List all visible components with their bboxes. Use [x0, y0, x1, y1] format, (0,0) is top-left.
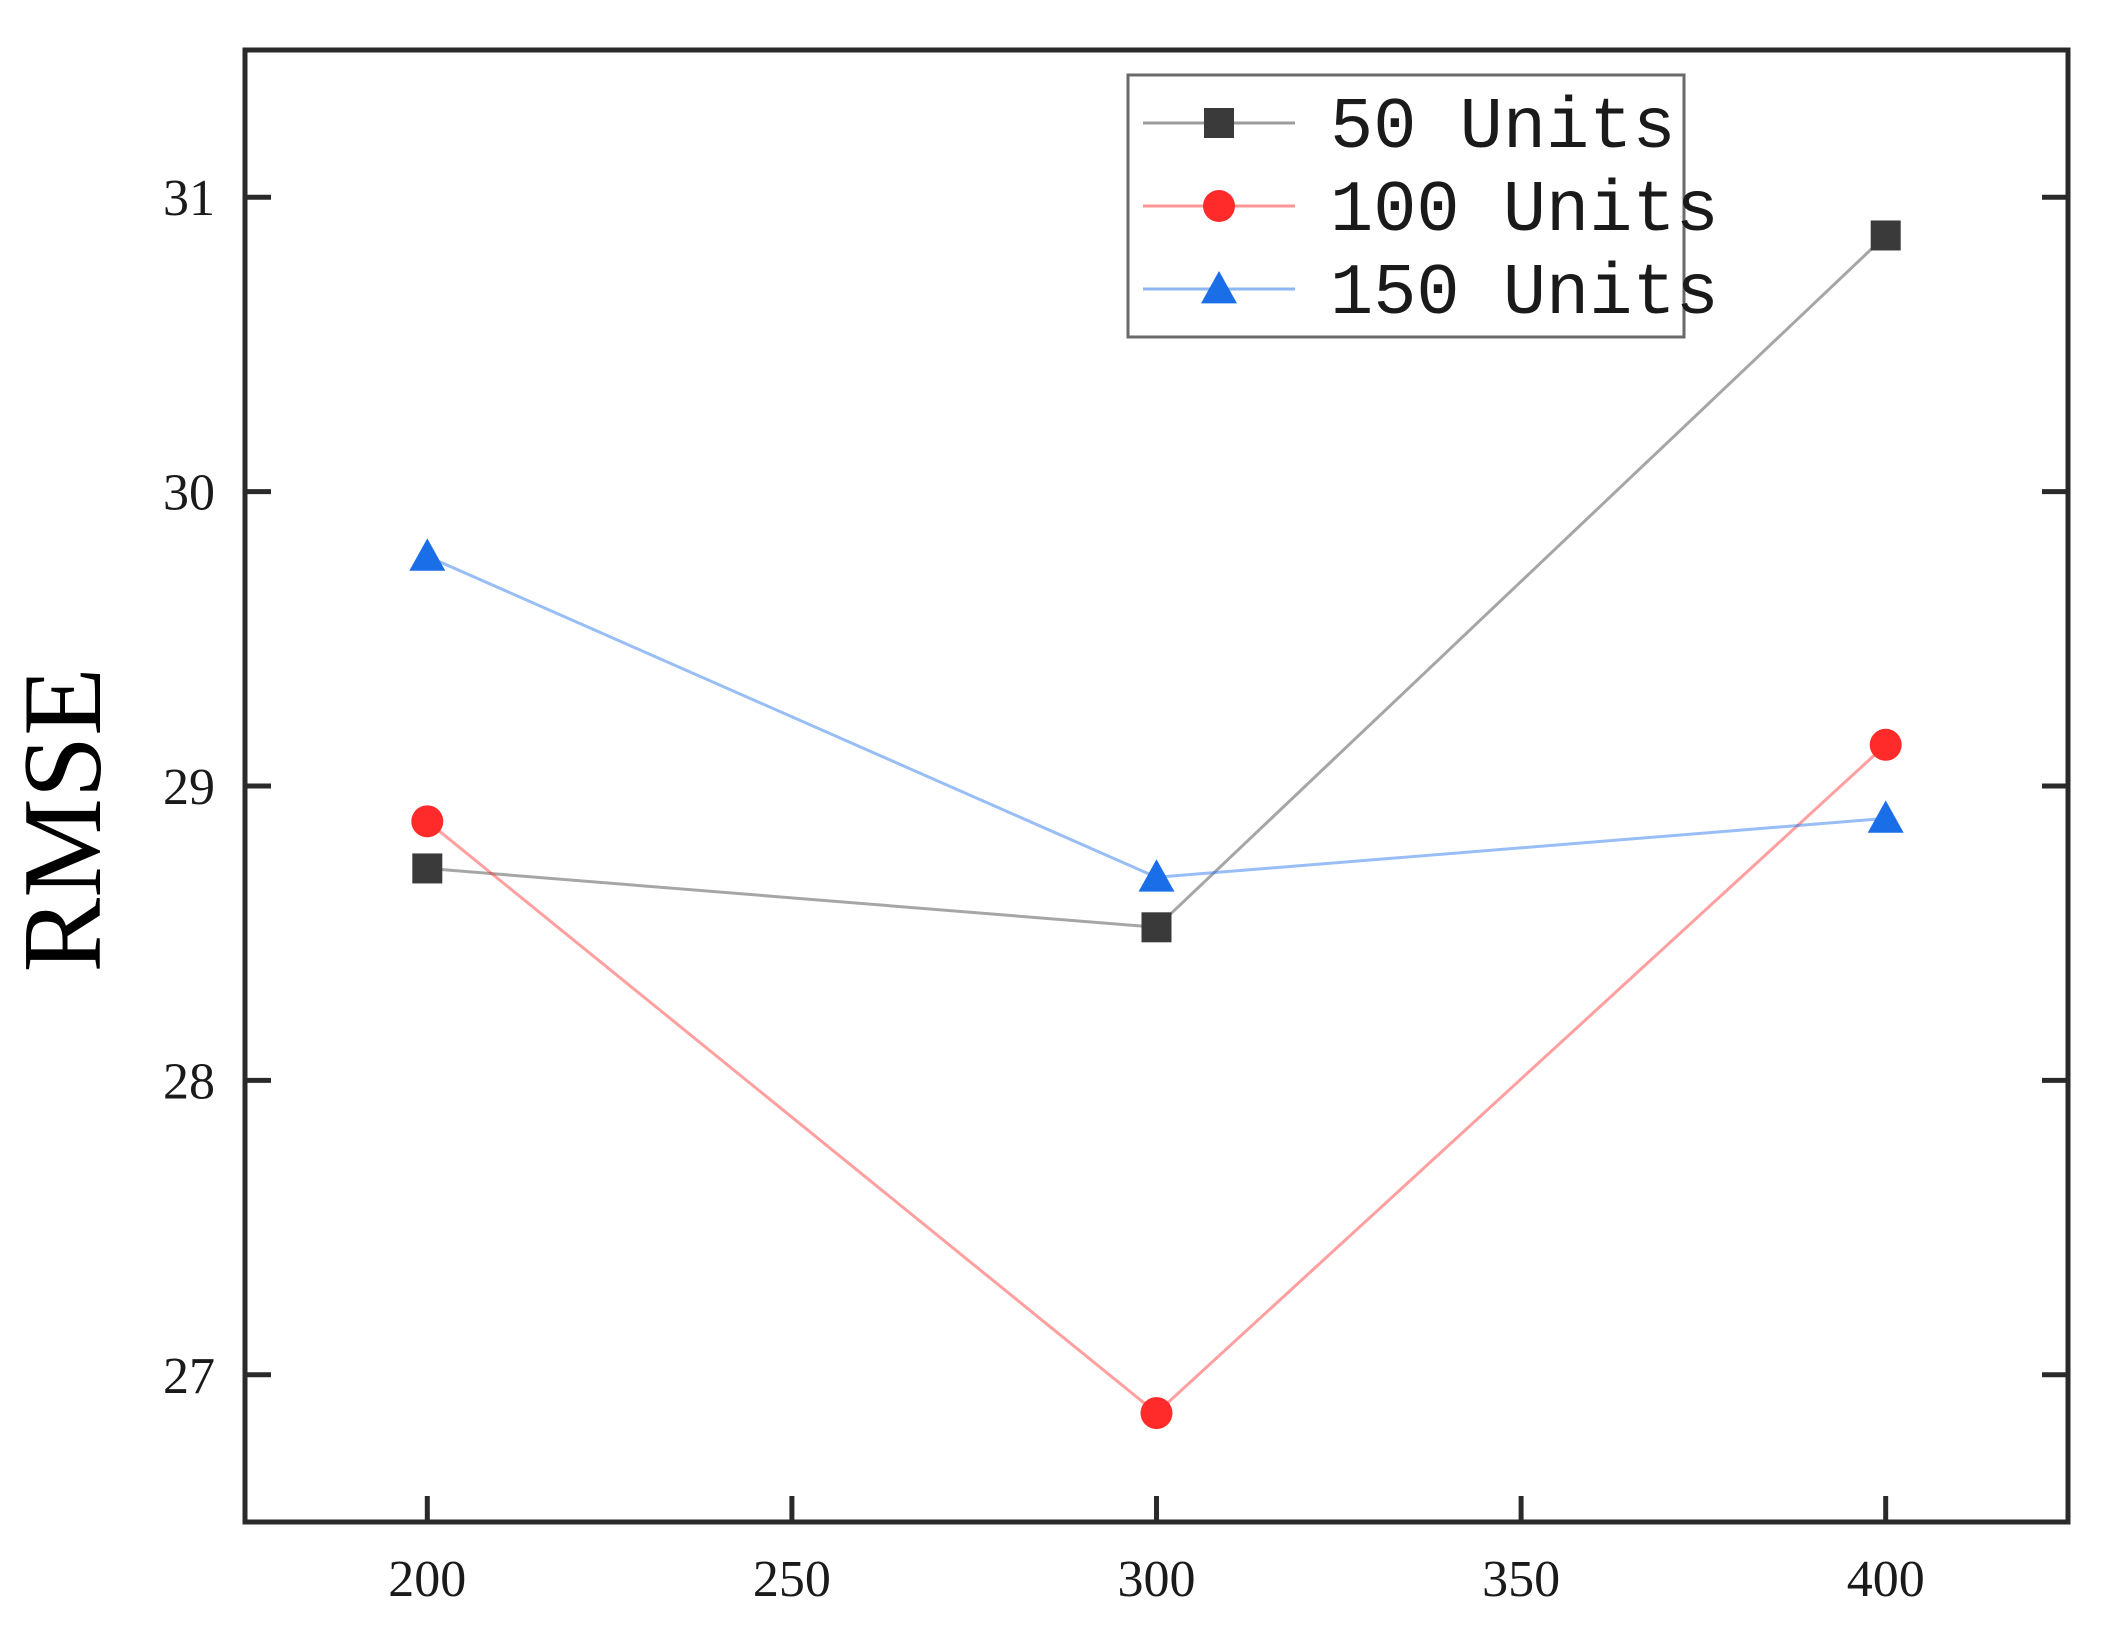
- tick-labels: 200 250 300 350 400 27 28 29 30 31: [163, 170, 1925, 1608]
- series-line-1: [426, 743, 1887, 1416]
- data-point-2-2: [1867, 800, 1904, 833]
- legend-marker-0: [1204, 108, 1234, 138]
- x-tick-label: 400: [1847, 1551, 1925, 1608]
- y-tick-label: 27: [163, 1348, 215, 1405]
- x-tick-label: 300: [1118, 1551, 1196, 1608]
- y-tick-label: 28: [163, 1053, 215, 1110]
- legend-marker-2: [1201, 271, 1237, 304]
- x-tick-label: 200: [388, 1551, 466, 1608]
- series-line-2: [426, 554, 1886, 879]
- data-point-1-0: [411, 805, 444, 838]
- data-point-0-0: [412, 853, 443, 884]
- y-tick-label: 30: [163, 465, 215, 522]
- y-axis-title: RMSE: [1, 668, 125, 973]
- axis-ticks: [245, 194, 2068, 1522]
- y-tick-label: 31: [163, 170, 215, 227]
- data-point-2-0: [409, 538, 446, 571]
- data-point-0-2: [1870, 220, 1901, 251]
- data-point-1-1: [1140, 1397, 1173, 1430]
- data-point-1-2: [1869, 728, 1902, 761]
- y-tick-label: 29: [163, 759, 215, 816]
- x-tick-label: 250: [753, 1551, 831, 1608]
- series-lines: [426, 234, 1887, 1416]
- x-tick-label: 350: [1482, 1551, 1560, 1608]
- data-point-2-1: [1138, 859, 1175, 892]
- legend-label-0: 50 Units: [1330, 87, 1676, 169]
- data-point-0-1: [1141, 912, 1172, 943]
- series-markers: [409, 220, 1904, 1430]
- legend-label-1: 100 Units: [1330, 170, 1719, 252]
- series-line-0: [427, 234, 1887, 929]
- legend-label-2: 150 Units: [1330, 253, 1719, 335]
- legend-marker-1: [1203, 190, 1235, 222]
